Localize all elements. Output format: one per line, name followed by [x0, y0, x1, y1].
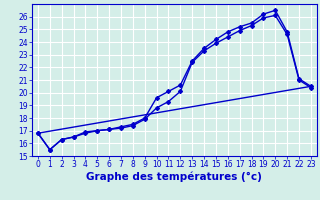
X-axis label: Graphe des températures (°c): Graphe des températures (°c): [86, 172, 262, 182]
